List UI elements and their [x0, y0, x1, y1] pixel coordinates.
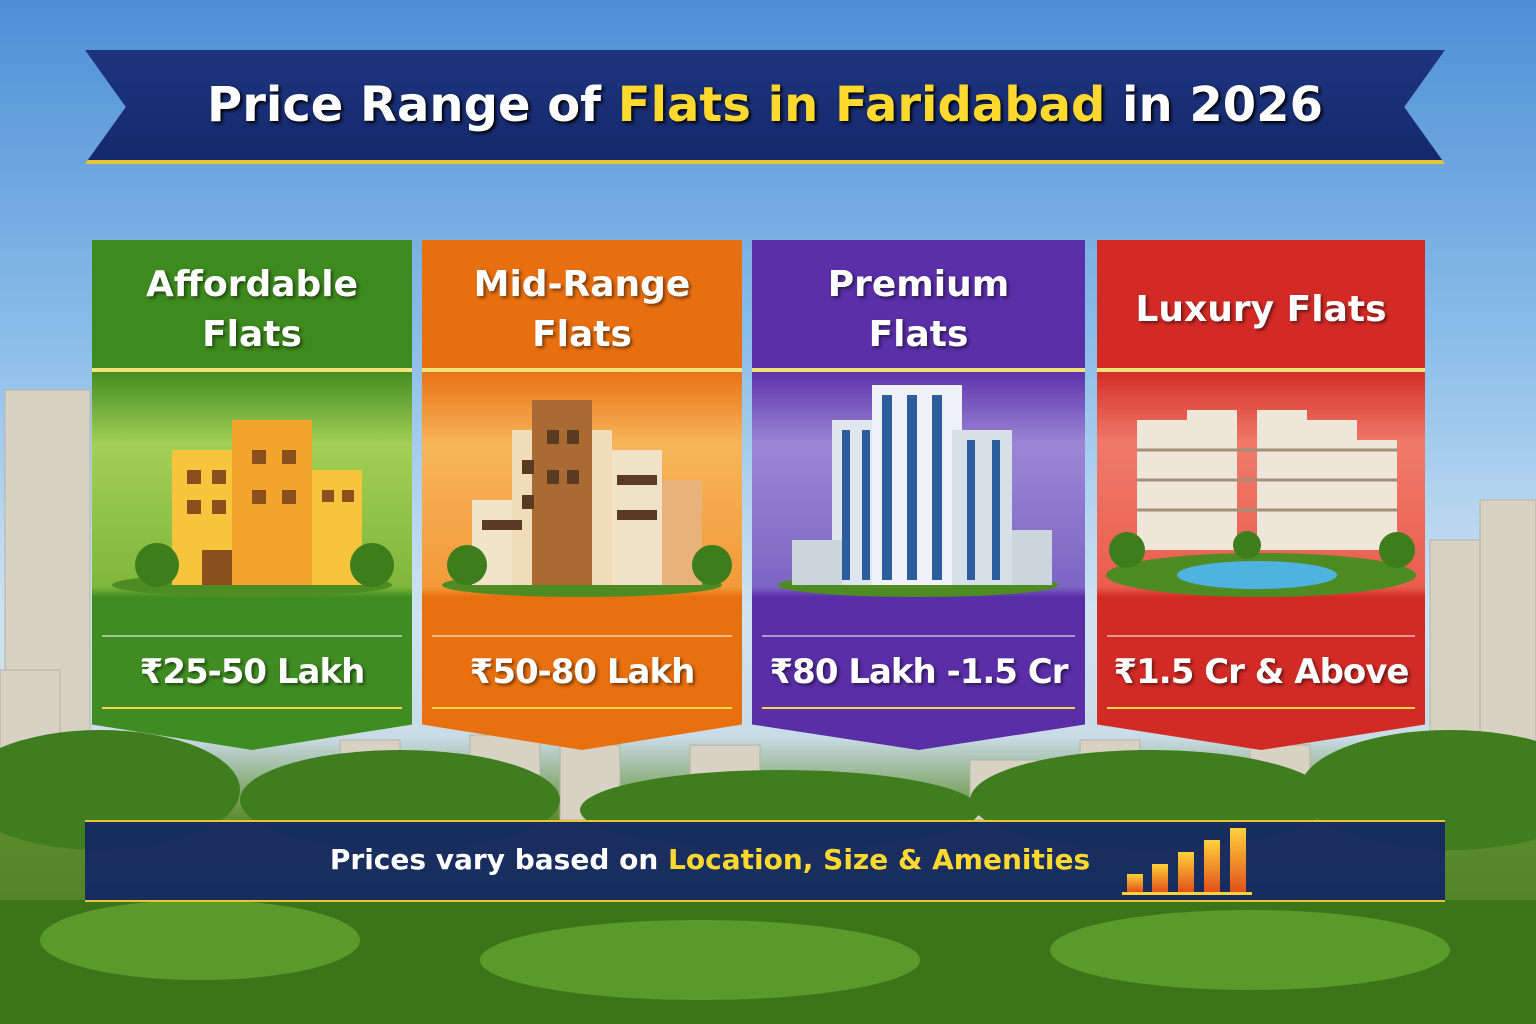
footer-highlight: Location, Size & Amenities: [668, 842, 1091, 876]
title-text: Price Range of: [207, 77, 618, 133]
card-price: ₹80 Lakh -1.5 Cr: [762, 635, 1075, 709]
title: Price Range of Flats in Faridabad in 202…: [85, 50, 1445, 160]
title-highlight: Flats in Faridabad: [617, 77, 1106, 133]
price-card: Affordable Flats ₹25-50 Lakh: [92, 240, 412, 750]
footer-text-part: Prices vary based on: [329, 842, 669, 876]
footer-text: Prices vary based on Location, Size & Am…: [300, 820, 1120, 898]
card-price: ₹50-80 Lakh: [432, 635, 732, 709]
title-banner: [85, 50, 1445, 164]
title-text: in 2026: [1105, 77, 1323, 133]
card-price: ₹1.5 Cr & Above: [1107, 635, 1415, 709]
bar-icon: [1122, 828, 1252, 895]
card-title: Affordable Flats: [145, 264, 359, 355]
building-illustration: [442, 400, 732, 597]
building-illustration: [1106, 410, 1416, 597]
card-price: ₹25-50 Lakh: [102, 635, 402, 709]
building-illustration: [112, 420, 394, 597]
card-title: Luxury Flats: [1135, 289, 1387, 330]
price-card: Premium Flats ₹80 Lakh -1.5 Cr: [752, 240, 1085, 750]
price-card: Mid-Range Flats ₹50-80 Lakh: [422, 240, 742, 750]
card-title: Premium Flats: [827, 264, 1010, 355]
card-title: Mid-Range Flats: [473, 264, 691, 355]
price-card: Luxury Flats ₹1.5 Cr & Above: [1097, 240, 1425, 750]
building-illustration: [778, 385, 1058, 597]
